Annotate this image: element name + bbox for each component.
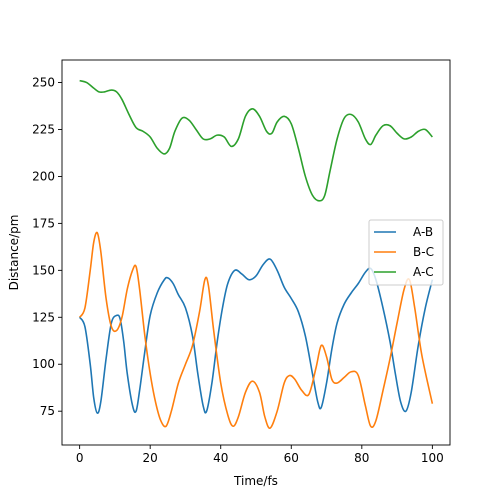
y-tick-label: 100 bbox=[32, 357, 55, 371]
x-tick-label: 40 bbox=[213, 451, 228, 465]
series-line-a-c bbox=[79, 79, 433, 202]
legend-label: A-C bbox=[413, 265, 434, 279]
axes-frame bbox=[61, 59, 451, 446]
y-tick-label: 250 bbox=[32, 76, 55, 90]
x-axis-label: Time/fs bbox=[233, 474, 278, 488]
legend-box bbox=[368, 219, 444, 286]
y-tick-label: 225 bbox=[32, 122, 55, 136]
series-line-b-c bbox=[78, 231, 434, 429]
axes: 0 20 40 60 80 100 75 100 125 150 175 200 225 250 bbox=[32, 59, 451, 465]
y-tick-label: 125 bbox=[32, 310, 55, 324]
y-tick-label: 175 bbox=[32, 216, 55, 230]
x-tick-label: 20 bbox=[143, 451, 158, 465]
y-tick-label: 75 bbox=[40, 404, 55, 418]
x-tick-label: 0 bbox=[76, 451, 84, 465]
y-axis-label: Distance/pm bbox=[7, 215, 21, 291]
legend-label: A-B bbox=[413, 225, 433, 239]
x-tick-label: 60 bbox=[284, 451, 299, 465]
x-tick-label: 100 bbox=[421, 451, 444, 465]
y-tick-label: 200 bbox=[32, 169, 55, 183]
legend: A-B B-C A-C bbox=[368, 219, 444, 286]
y-tick-label: 150 bbox=[32, 263, 55, 277]
legend-label: B-C bbox=[413, 245, 434, 259]
x-tick-label: 80 bbox=[354, 451, 369, 465]
